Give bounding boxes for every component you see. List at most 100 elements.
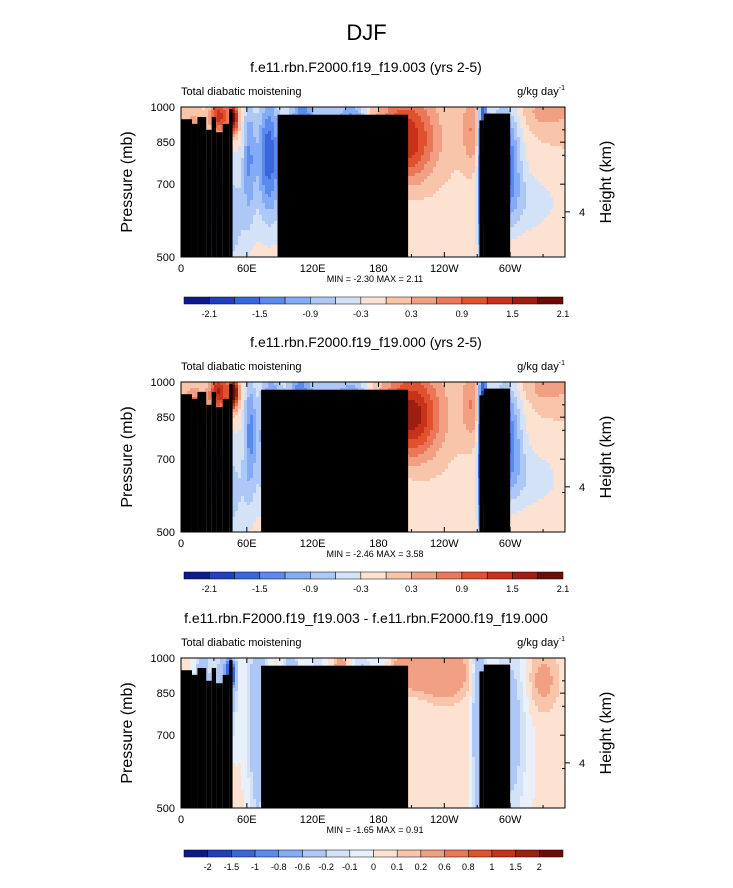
- field-cell: [502, 110, 505, 113]
- field-cell: [436, 191, 439, 194]
- field-cell: [550, 179, 553, 182]
- field-cell: [475, 200, 478, 203]
- field-cell: [487, 110, 490, 113]
- field-cell: [541, 203, 544, 206]
- field-cell: [253, 203, 256, 206]
- field-cell: [220, 119, 223, 122]
- field-cell: [241, 176, 244, 179]
- field-cell: [442, 203, 445, 206]
- field-cell: [436, 203, 439, 206]
- field-cell: [535, 170, 538, 173]
- field-cell: [415, 197, 418, 200]
- field-cell: [517, 194, 520, 197]
- field-cell: [391, 110, 394, 113]
- field-cell: [562, 197, 565, 200]
- field-cell: [532, 215, 535, 218]
- field-cell: [313, 113, 316, 116]
- field-cell: [235, 206, 238, 209]
- field-cell: [433, 164, 436, 167]
- field-cell: [517, 152, 520, 155]
- field-cell: [253, 149, 256, 152]
- field-cell: [238, 218, 241, 221]
- field-cell: [457, 158, 460, 161]
- field-cell: [535, 179, 538, 182]
- field-cell: [418, 218, 421, 221]
- field-cell: [421, 218, 424, 221]
- field-cell: [265, 143, 268, 146]
- field-cell: [454, 173, 457, 176]
- field-cell: [427, 152, 430, 155]
- field-cell: [532, 131, 535, 134]
- field-cell: [553, 134, 556, 137]
- field-cell: [268, 191, 271, 194]
- field-cell: [433, 209, 436, 212]
- field-cell: [265, 212, 268, 215]
- field-cell: [523, 167, 526, 170]
- field-cell: [238, 191, 241, 194]
- field-cell: [409, 119, 412, 122]
- field-cell: [553, 131, 556, 134]
- field-cell: [541, 173, 544, 176]
- field-cell: [445, 212, 448, 215]
- field-cell: [412, 167, 415, 170]
- field-cell: [553, 152, 556, 155]
- field-cell: [265, 167, 268, 170]
- field-cell: [250, 119, 253, 122]
- field-cell: [535, 137, 538, 140]
- field-cell: [241, 188, 244, 191]
- field-cell: [418, 110, 421, 113]
- field-cell: [529, 140, 532, 143]
- field-cell: [439, 215, 442, 218]
- field-cell: [475, 167, 478, 170]
- field-cell: [259, 188, 262, 191]
- field-cell: [517, 110, 520, 113]
- field-cell: [235, 167, 238, 170]
- field-cell: [517, 221, 520, 224]
- field-cell: [526, 125, 529, 128]
- field-cell: [181, 116, 184, 119]
- field-cell: [220, 128, 223, 131]
- field-cell: [271, 131, 274, 134]
- field-cell: [451, 206, 454, 209]
- field-cell: [541, 182, 544, 185]
- field-cell: [247, 206, 250, 209]
- field-cell: [454, 218, 457, 221]
- field-cell: [520, 182, 523, 185]
- field-cell: [421, 197, 424, 200]
- field-cell: [535, 164, 538, 167]
- field-cell: [442, 164, 445, 167]
- field-cell: [250, 176, 253, 179]
- field-cell: [259, 134, 262, 137]
- field-cell: [544, 140, 547, 143]
- field-cell: [247, 167, 250, 170]
- field-cell: [544, 131, 547, 134]
- field-cell: [460, 137, 463, 140]
- field-cell: [448, 173, 451, 176]
- field-cell: [550, 119, 553, 122]
- field-cell: [553, 212, 556, 215]
- field-cell: [442, 221, 445, 224]
- field-cell: [538, 215, 541, 218]
- field-cell: [415, 152, 418, 155]
- field-cell: [556, 167, 559, 170]
- field-cell: [235, 200, 238, 203]
- field-cell: [457, 191, 460, 194]
- field-cell: [472, 212, 475, 215]
- field-cell: [328, 113, 331, 116]
- field-cell: [550, 158, 553, 161]
- field-cell: [517, 158, 520, 161]
- field-cell: [448, 194, 451, 197]
- field-cell: [421, 215, 424, 218]
- field-cell: [511, 116, 514, 119]
- field-cell: [250, 179, 253, 182]
- field-cell: [274, 203, 277, 206]
- field-cell: [238, 113, 241, 116]
- field-cell: [259, 170, 262, 173]
- field-cell: [421, 110, 424, 113]
- field-cell: [427, 140, 430, 143]
- field-cell: [409, 131, 412, 134]
- field-cell: [409, 185, 412, 188]
- field-cell: [232, 155, 235, 158]
- field-cell: [517, 188, 520, 191]
- field-cell: [427, 125, 430, 128]
